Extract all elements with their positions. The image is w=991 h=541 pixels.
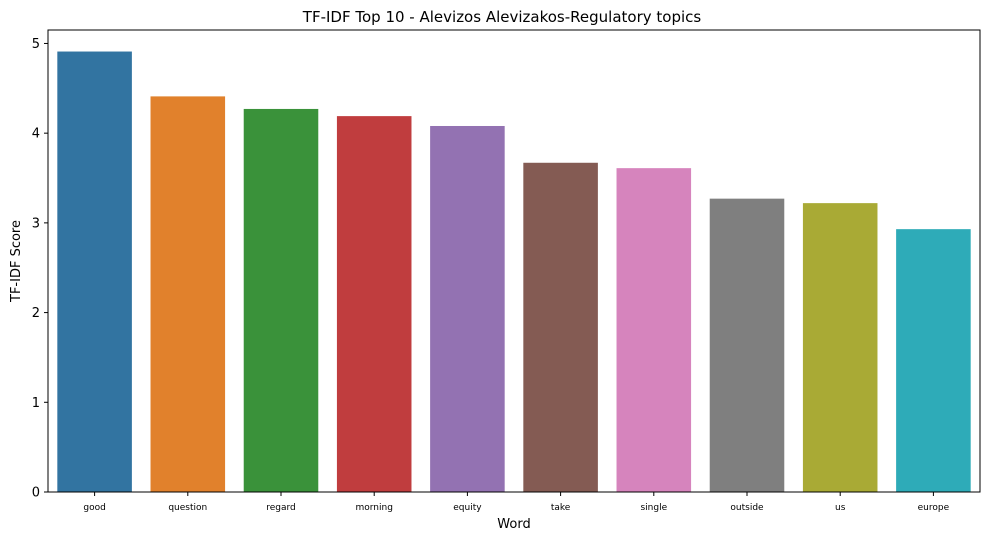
y-tick-label: 0 [32,486,40,501]
bars-group [57,51,971,493]
bar-outside [709,198,785,493]
bar-us [802,203,878,492]
bar-question [150,96,226,493]
bar-europe [896,229,971,493]
y-axis-label: TF-IDF Score [9,220,24,303]
x-tick-label: europe [918,503,950,513]
y-axis-ticks: 0 1 2 3 4 5 [32,37,48,501]
x-tick-label: take [551,503,571,513]
bar-morning [336,116,412,492]
bar-equity [430,125,505,493]
chart-title: TF-IDF Top 10 - Alevizos Alevizakos-Regu… [302,8,702,26]
x-tick-label: us [835,503,846,513]
y-tick-label: 1 [32,396,40,411]
bar-good [57,51,132,493]
x-axis-ticks: good question regard morning equity take singl… [83,492,950,513]
y-tick-label: 4 [32,127,40,142]
x-tick-label: good [83,503,105,513]
y-tick-label: 5 [32,37,40,52]
y-tick-label: 2 [32,306,40,321]
x-tick-label: regard [266,503,296,513]
x-tick-label: single [640,503,667,513]
bar-take [523,162,598,493]
x-axis-label: Word [497,517,530,532]
x-tick-label: outside [730,503,764,513]
x-tick-label: question [168,503,207,513]
x-tick-label: morning [355,503,392,513]
x-tick-label: equity [453,503,482,513]
y-tick-label: 3 [32,216,40,231]
bar-single [616,168,692,492]
bar-regard [243,108,319,492]
plot-frame [47,29,981,493]
